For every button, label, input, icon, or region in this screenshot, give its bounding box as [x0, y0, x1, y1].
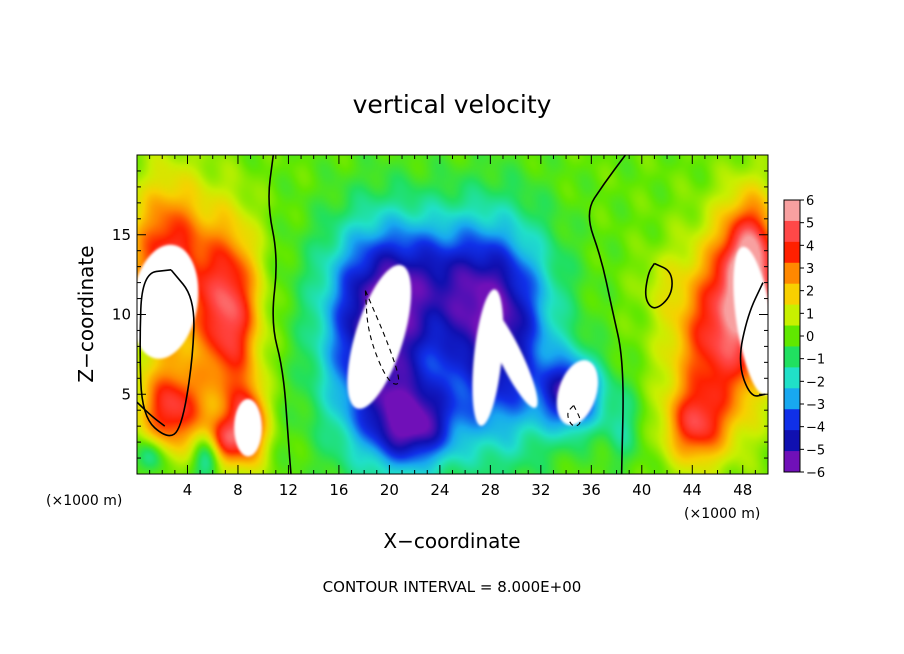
colorbar-swatch-4 [784, 241, 800, 264]
colorbar-label-−6: −6 [806, 466, 825, 481]
saturated-region-6 [733, 246, 768, 396]
colorbar-swatch-−1 [784, 346, 800, 368]
contour-line-1 [588, 155, 627, 474]
x-tick-label-48: 48 [733, 481, 752, 499]
saturated-white-regions [137, 244, 768, 457]
colorbar-label-2: 2 [806, 285, 814, 300]
x-tick-label-36: 36 [582, 481, 601, 499]
colorbar-label-6: 6 [806, 194, 814, 209]
y-axis-ticks: 5 10 15 [112, 170, 768, 459]
y-tick-label-15: 15 [112, 226, 131, 244]
colorbar-swatch-5 [784, 220, 800, 243]
colorbar-swatch-3 [784, 262, 800, 285]
x-axis-label: X−coordinate [383, 529, 520, 553]
saturated-region-4 [483, 304, 538, 408]
colorbar-swatch-1 [784, 304, 800, 327]
contour-line-0 [268, 155, 292, 474]
x-tick-label-44: 44 [683, 481, 702, 499]
saturated-region-5 [556, 360, 599, 426]
colorbar-label-5: 5 [806, 217, 814, 232]
x-tick-label-40: 40 [632, 481, 651, 499]
colorbar-label-4: 4 [806, 239, 814, 254]
colorbar-swatch-−5 [784, 430, 800, 452]
x-axis-ticks: 4 8 12 16 20 24 28 32 36 40 44 48 [149, 155, 756, 499]
colorbar-label-−2: −2 [806, 375, 825, 390]
y-tick-label-5: 5 [121, 385, 131, 403]
colorbar-label-−4: −4 [806, 421, 825, 436]
contour-line-6 [644, 262, 673, 309]
colorbar: 6 5 4 3 2 1 0 −1 −2 −3 −4 −5 −6 [783, 194, 825, 481]
velocity-heatmap [137, 155, 768, 474]
colorbar-label-0: 0 [806, 330, 814, 345]
plot-area [136, 154, 769, 475]
y-tick-label-10: 10 [112, 306, 131, 324]
x-tick-label-32: 32 [531, 481, 550, 499]
x-unit-label: (×1000 m) [684, 506, 760, 522]
contour-line-7 [739, 282, 766, 397]
x-tick-label-16: 16 [329, 481, 348, 499]
colorbar-swatch-2 [784, 283, 800, 306]
y-axis-label: Z−coordinate [74, 245, 98, 382]
colorbar-label-3: 3 [806, 262, 814, 277]
colorbar-label-−5: −5 [806, 443, 825, 458]
x-tick-label-12: 12 [279, 481, 298, 499]
chart-title: vertical velocity [353, 90, 552, 119]
colorbar-label-1: 1 [806, 307, 814, 322]
x-tick-label-20: 20 [380, 481, 399, 499]
contour-interval-note: CONTOUR INTERVAL = 8.000E+00 [323, 578, 582, 596]
colorbar-swatch-0 [784, 325, 800, 347]
x-tick-label-8: 8 [233, 481, 243, 499]
saturated-region-2 [347, 264, 412, 409]
colorbar-swatch-−4 [784, 409, 800, 431]
x-tick-label-28: 28 [481, 481, 500, 499]
colorbar-swatch-−2 [784, 367, 800, 389]
contour-line-4 [364, 290, 400, 385]
saturated-region-1 [234, 399, 262, 457]
y-unit-label: (×1000 m) [46, 493, 122, 509]
colorbar-swatch-−3 [784, 388, 800, 410]
contour-line-2 [139, 269, 195, 437]
colorbar-swatch-−6 [784, 451, 800, 473]
x-tick-label-24: 24 [430, 481, 449, 499]
colorbar-label-−1: −1 [806, 353, 825, 368]
zero-contour-lines [137, 155, 766, 474]
colorbar-label-−3: −3 [806, 398, 825, 413]
contour-line-3 [137, 401, 166, 427]
x-tick-label-4: 4 [183, 481, 193, 499]
contour-line-5 [567, 405, 581, 427]
saturated-region-0 [137, 244, 199, 359]
colorbar-swatch-6 [784, 200, 800, 222]
